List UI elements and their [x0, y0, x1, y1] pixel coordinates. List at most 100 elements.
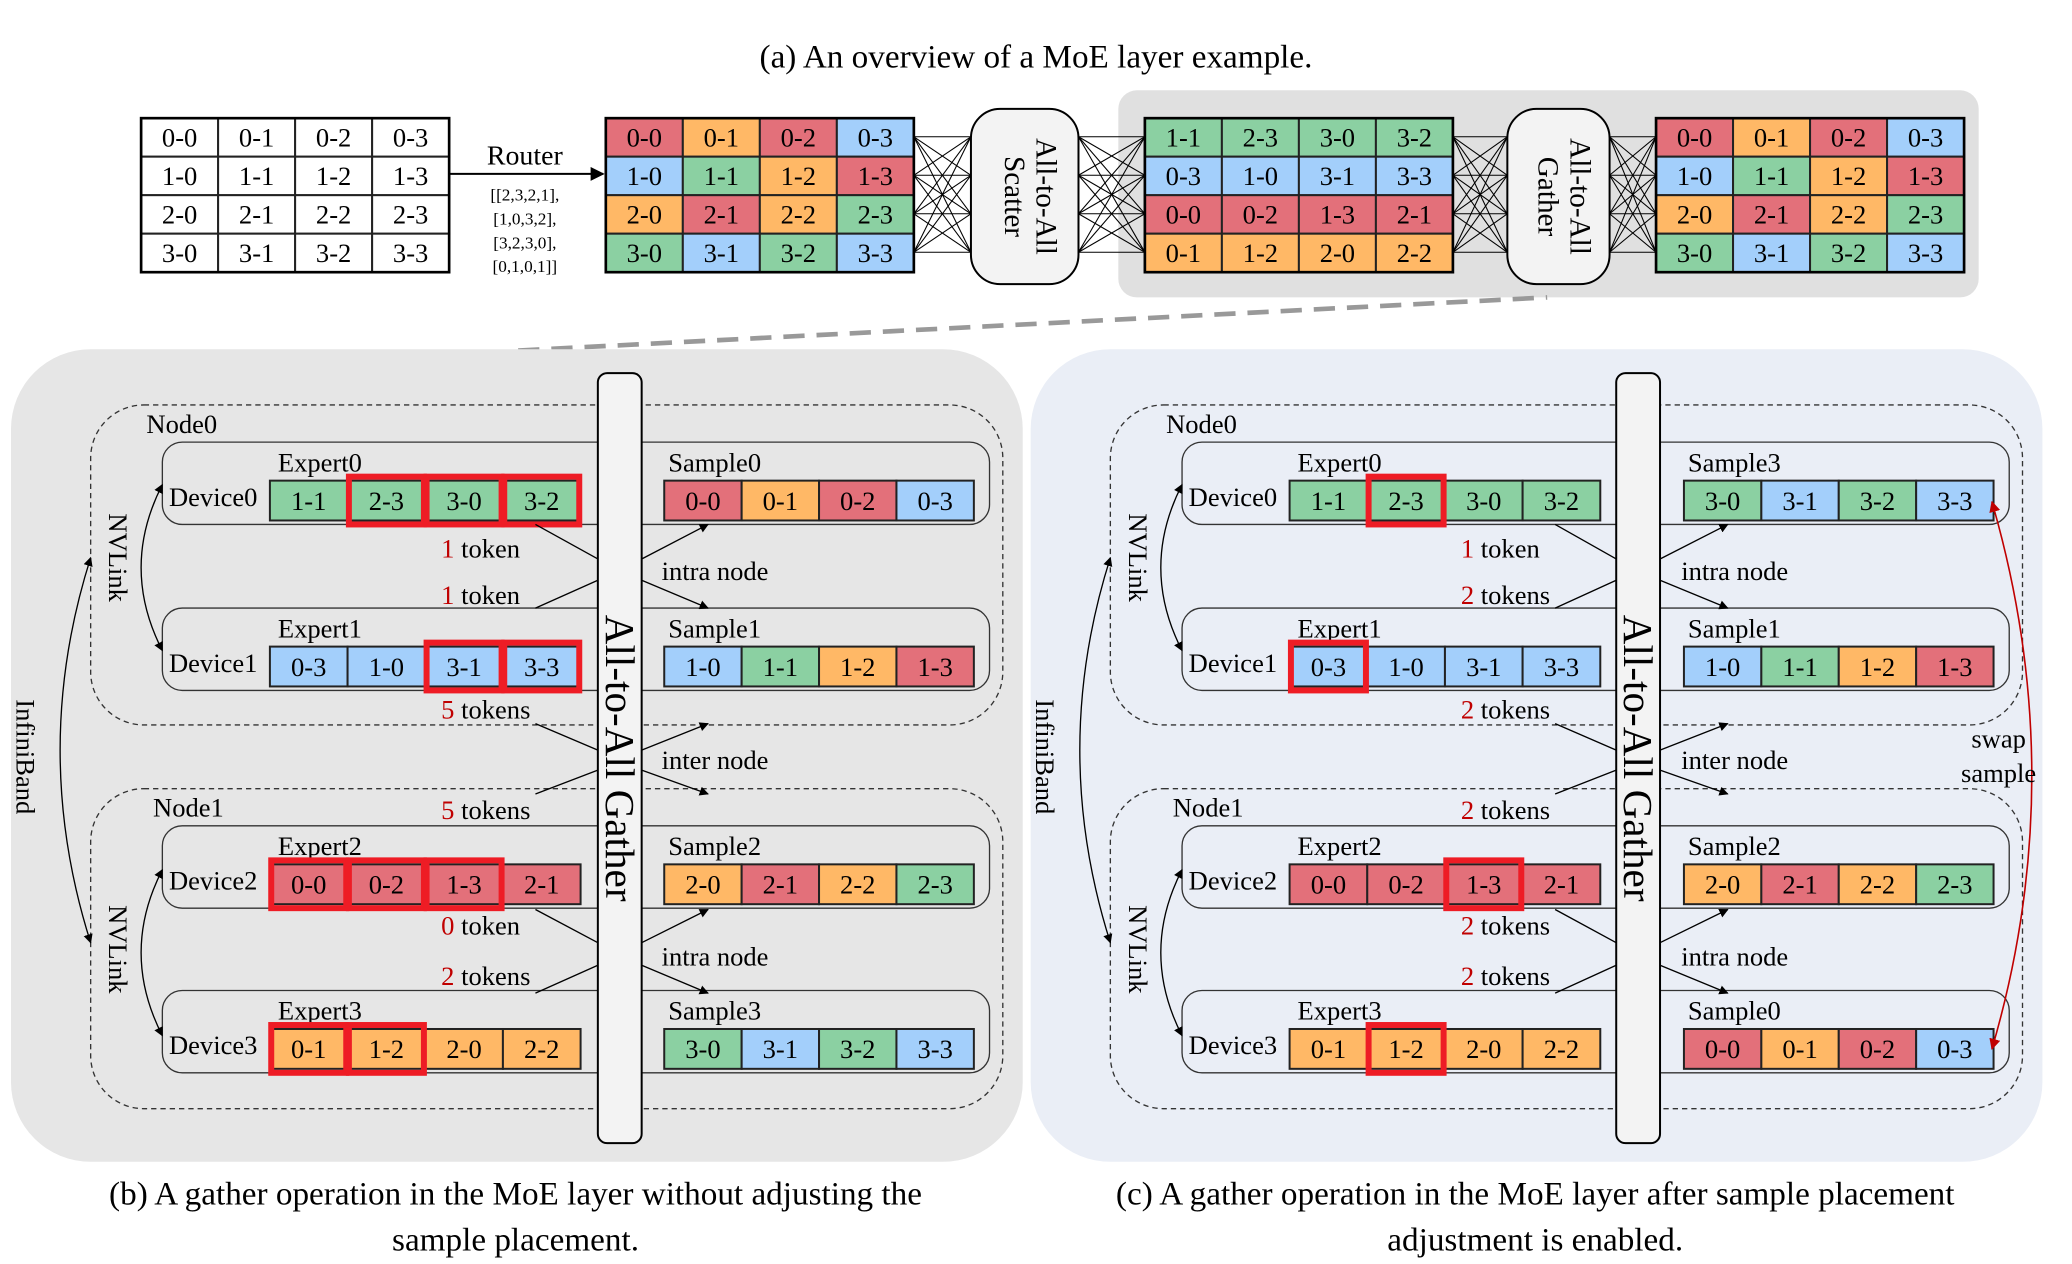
cell-label: 3-3 — [1908, 238, 1943, 268]
cell: 2-2 — [758, 194, 838, 235]
node-dashed-box — [89, 404, 1004, 726]
cell-label: 2-3 — [858, 200, 893, 230]
cell: 0-0 — [140, 117, 220, 158]
cell-box — [1809, 155, 1889, 197]
sample-label: Sample1 — [1688, 613, 1781, 643]
cell-label: 0-1 — [239, 123, 274, 153]
cell: 2-1 — [1521, 863, 1602, 906]
cell-label: 3-3 — [1937, 486, 1972, 516]
sample-label: Sample0 — [668, 447, 761, 477]
cell-box — [217, 155, 297, 197]
cell-label: 3-0 — [627, 238, 662, 268]
cell-box — [740, 479, 821, 522]
node-dashed-box — [89, 788, 1004, 1110]
grid-border — [1143, 116, 1455, 274]
cell-box — [501, 1027, 582, 1070]
cell: 1-2 — [1837, 645, 1918, 688]
transfer-arrow — [641, 579, 709, 610]
cell-label: 3-3 — [1397, 161, 1432, 191]
cell-box — [1288, 479, 1369, 522]
cell-label: 3-3 — [917, 1034, 952, 1064]
cell: 1-3 — [1443, 863, 1524, 906]
cell-label: 0-0 — [1166, 200, 1201, 230]
cell-box — [818, 1027, 898, 1070]
cell-label: 1-3 — [1320, 200, 1355, 230]
cell-label: 0-0 — [1311, 870, 1346, 900]
cell-label: 3-1 — [446, 652, 481, 682]
cell: 0-3 — [268, 645, 349, 688]
cell: 0-1 — [268, 1027, 349, 1070]
cell-label: 1-2 — [369, 1034, 404, 1064]
cell: 3-1 — [1732, 232, 1812, 274]
routed-token-grid: 0-0 0-1 0-2 0-3 1-0 1-1 1-2 1-3 2-0 2-1 2-2 2-3 3-0 3… — [604, 116, 916, 274]
cell-label: 2-1 — [763, 870, 798, 900]
cell-label: 2-0 — [446, 1034, 481, 1064]
cell: 0-2 — [346, 863, 427, 906]
cell-box — [1443, 1027, 1524, 1070]
swap-label: swap — [1971, 724, 2026, 754]
cell: 1-0 — [346, 645, 427, 688]
cell-label: 1-1 — [1754, 161, 1789, 191]
cell-box — [1809, 194, 1889, 235]
link-type-label: intra node — [662, 941, 769, 971]
cell-label: 3-0 — [685, 1034, 720, 1064]
cell-box — [346, 645, 427, 688]
cell: 0-0 — [1655, 117, 1735, 158]
highlight-box — [345, 1022, 427, 1076]
transfer-line — [1554, 523, 1617, 560]
cell-box — [663, 863, 743, 906]
nvlink-arrow — [1160, 868, 1183, 1037]
cell: 0-3 — [371, 117, 451, 158]
input-token-table: 0-0 0-1 0-2 0-3 1-0 1-1 1-2 1-3 2-0 2-1 2-2 2-3 3-0 3… — [139, 116, 451, 274]
cell-box — [895, 863, 975, 906]
cell-label: 1-2 — [1243, 238, 1278, 268]
cell: 1-2 — [346, 1027, 427, 1070]
caption-line2: sample placement. — [392, 1222, 639, 1259]
cell-box — [1915, 645, 1995, 688]
cell-label: 1-0 — [1677, 161, 1712, 191]
cell: 3-2 — [1809, 232, 1889, 274]
token-count-label: 0 token — [441, 911, 520, 941]
cell: 1-3 — [1886, 155, 1966, 197]
cell-box — [1374, 232, 1454, 274]
token-count: 1 — [1461, 534, 1474, 564]
cell-label: 0-2 — [369, 870, 404, 900]
cell-label: 0-2 — [1243, 200, 1278, 230]
gather-out-connections — [1609, 136, 1657, 253]
device-box — [161, 825, 991, 909]
connection-line — [913, 136, 972, 253]
cell: 1-1 — [217, 155, 297, 197]
nvlink-label: NVLink — [103, 905, 133, 994]
cell-box — [1521, 645, 1602, 688]
cell-box — [1915, 1027, 1995, 1070]
cell-box — [1760, 479, 1840, 522]
box — [1506, 107, 1611, 286]
cell-label: 2-2 — [316, 200, 351, 230]
cell-label: 1-2 — [1388, 1034, 1423, 1064]
cell: 2-2 — [1837, 863, 1918, 906]
cell-label: 1-1 — [704, 161, 739, 191]
transfer-arrow — [1659, 964, 1729, 995]
cell: 2-3 — [1915, 863, 1995, 906]
cell-label: 2-2 — [781, 200, 816, 230]
zoom-dashed-line — [518, 295, 1548, 353]
cell-label: 3-2 — [781, 238, 816, 268]
box — [969, 107, 1080, 286]
cell-label: 1-1 — [1166, 123, 1201, 153]
cell-box — [294, 232, 374, 274]
cell: 3-3 — [1521, 645, 1602, 688]
highlight-box — [423, 857, 505, 912]
cell: 2-0 — [140, 194, 220, 235]
cell-box — [681, 155, 761, 197]
connection-line — [1609, 174, 1657, 253]
transfer-arrow — [1659, 908, 1729, 944]
cell: 2-3 — [835, 194, 915, 235]
cell-label: 2-2 — [840, 870, 875, 900]
cell: 1-0 — [1682, 645, 1763, 688]
sample-label: Sample0 — [1688, 996, 1781, 1026]
caption-line2: adjustment is enabled. — [1387, 1222, 1683, 1259]
token-count: 5 — [441, 795, 454, 825]
cell-label: 3-2 — [1544, 486, 1579, 516]
connection-line — [1609, 136, 1657, 215]
grid-border — [1654, 116, 1966, 274]
